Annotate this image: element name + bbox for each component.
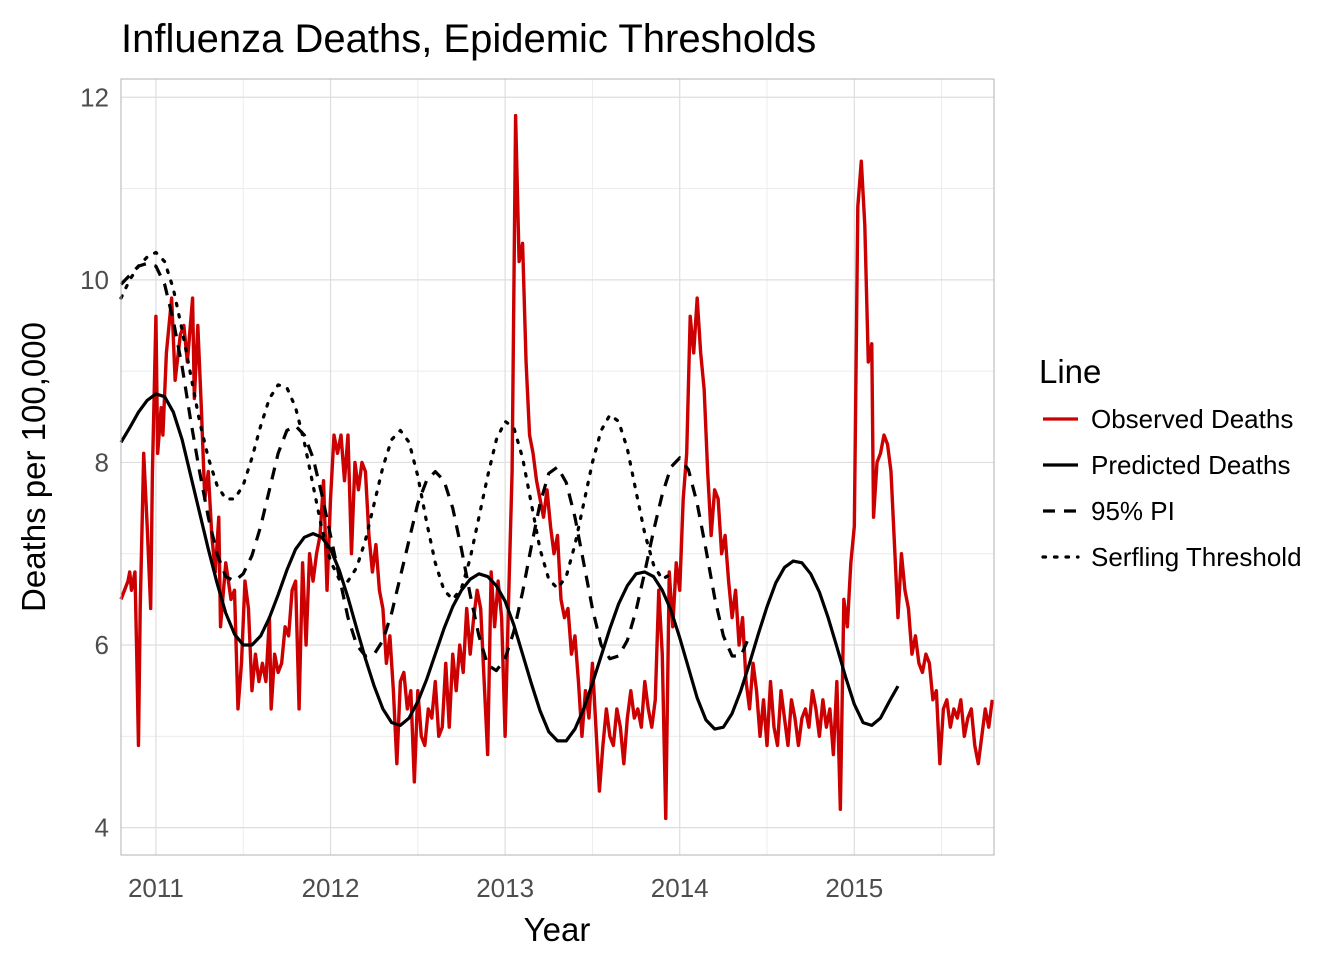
legend-label: 95% PI: [1091, 496, 1175, 526]
y-tick-label: 6: [95, 630, 109, 660]
series-line-95-pi: [119, 261, 752, 673]
legend: Line Observed Deaths Predicted Deaths 95% …: [1039, 353, 1302, 572]
chart-title: Influenza Deaths, Epidemic Thresholds: [121, 17, 816, 61]
x-axis-ticks: 2011 2012 2013 2014 2015: [128, 873, 883, 903]
y-tick-label: 8: [95, 447, 109, 477]
y-tick-label: 4: [95, 813, 109, 843]
series-line-predicted-deaths: [119, 392, 900, 743]
x-tick-label: 2015: [825, 873, 883, 903]
x-tick-label: 2014: [651, 873, 709, 903]
x-tick-label: 2011: [128, 873, 184, 903]
x-tick-label: 2013: [476, 873, 534, 903]
plot-border: [120, 78, 995, 856]
gridlines: [121, 79, 994, 855]
plot-area: [119, 78, 995, 856]
y-axis-title: Deaths per 100,000: [15, 322, 52, 612]
series-line-serfling-threshold: [119, 250, 673, 601]
legend-label: Serfling Threshold: [1091, 542, 1302, 572]
legend-label: Predicted Deaths: [1091, 450, 1290, 480]
y-axis-ticks: 4 6 8 10 12: [80, 82, 109, 842]
x-axis-title: Year: [524, 911, 591, 948]
plot-panel: [121, 79, 994, 855]
legend-label: Observed Deaths: [1091, 404, 1293, 434]
series-layer: [119, 113, 994, 821]
series-line-observed-deaths: [119, 113, 994, 821]
y-tick-label: 10: [80, 265, 109, 295]
x-tick-label: 2012: [302, 873, 360, 903]
legend-title: Line: [1039, 353, 1101, 390]
y-tick-label: 12: [80, 82, 109, 112]
